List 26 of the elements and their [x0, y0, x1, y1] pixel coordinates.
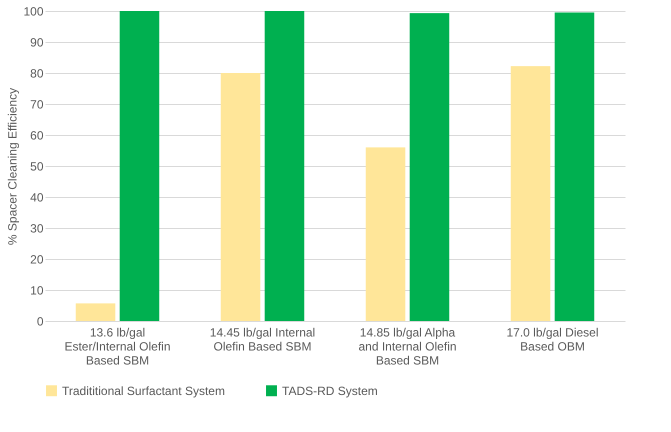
y-axis-title: % Spacer Cleaning Efficiency [5, 88, 20, 246]
y-tick-label: 70 [30, 98, 44, 112]
bar [264, 11, 304, 321]
y-tick-label: 0 [36, 314, 44, 328]
y-tick-label: 20 [30, 252, 44, 266]
x-tick-label: 14.85 lb/gal Alpha and Internal Olefin Based SBM [358, 326, 457, 368]
bar [120, 11, 160, 321]
legend-label: TADS-RD System [282, 384, 378, 398]
y-tick-label: 90 [30, 36, 44, 50]
y-tick-label: 100 [23, 4, 44, 18]
y-tick-label: 10 [30, 284, 44, 298]
bar [366, 147, 406, 321]
bar [410, 13, 450, 321]
y-tick-label: 80 [30, 66, 44, 80]
y-tick-label: 30 [30, 222, 44, 236]
y-tick-label: 60 [30, 128, 44, 142]
bar [510, 66, 550, 321]
x-tick-label: 14.45 lb/gal Internal Olefin Based SBM [210, 326, 316, 354]
legend-label: Tradititional Surfactant System [62, 384, 225, 398]
y-tick-label: 40 [30, 190, 44, 204]
bar [220, 73, 260, 321]
x-tick-label: 17.0 lb/gal Diesel Based OBM [506, 326, 599, 354]
y-tick-label: 50 [30, 160, 44, 174]
bar [76, 303, 116, 321]
x-tick-label: 13.6 lb/gal Ester/Internal Olefin Based SBM [64, 326, 171, 368]
bar [554, 12, 594, 321]
